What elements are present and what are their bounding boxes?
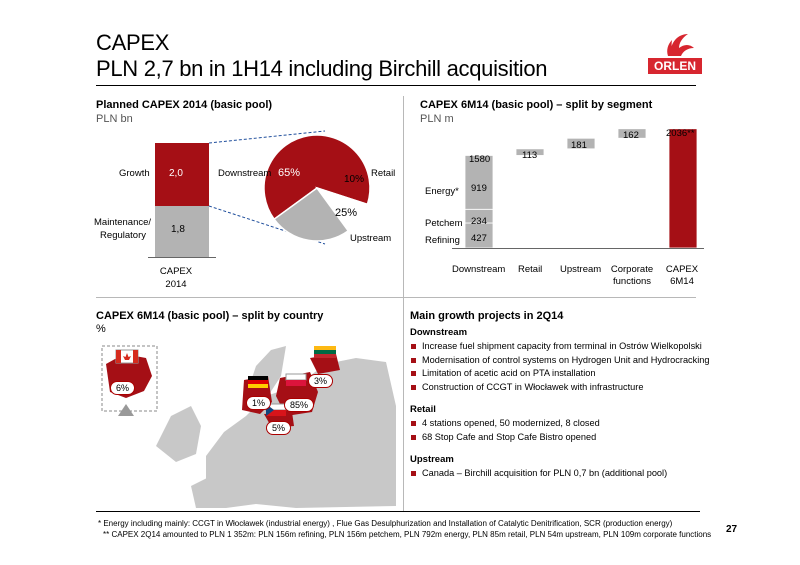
page-title-line-1: CAPEX: [96, 30, 170, 55]
growth-bar: 2,0: [155, 143, 209, 206]
pie-slice-upstream: [273, 186, 350, 242]
cat-capex: CAPEX 6M14: [664, 264, 700, 287]
refining-value: 427: [471, 233, 487, 244]
total-downstream-value: 1580: [469, 154, 491, 165]
projects-title: Main growth projects in 2Q14: [410, 310, 564, 322]
upstream-list: Canada – Birchill acquisition for PLN 0,…: [410, 467, 700, 481]
projects-retail-heading: Retail: [410, 404, 436, 415]
pie-upstream-label: Upstream: [350, 233, 392, 244]
downstream-item: Limitation of acetic acid on PTA install…: [410, 367, 700, 381]
connector-top: [208, 130, 326, 144]
czech-share-badge: 5%: [266, 421, 292, 435]
planned-x-label-line-1: CAPEX: [159, 266, 193, 277]
upstream-value: 181: [571, 140, 587, 151]
cat-retail: Retail: [518, 264, 543, 275]
pie-downstream-value: 65%: [278, 167, 301, 179]
projects-panel: Downstream Increase fuel shipment capaci…: [410, 327, 710, 481]
planned-capex-unit: PLN bn: [96, 113, 133, 125]
energy-label: Energy*: [425, 186, 459, 197]
downstream-item: Construction of CCGT in Włocławek with i…: [410, 381, 700, 395]
horizontal-divider: [96, 297, 696, 298]
footnote-rule: [96, 511, 700, 512]
maintenance-value: 1,8: [171, 224, 185, 235]
wf-bar-corporate: [617, 128, 647, 139]
eagle-icon: [667, 34, 694, 56]
upstream-item: Canada – Birchill acquisition for PLN 0,…: [410, 467, 700, 481]
footnote-2: ** CAPEX 2Q14 amounted to PLN 1 352m: PL…: [103, 530, 712, 539]
pie-retail-value: 10%: [344, 174, 365, 185]
segment-title: CAPEX 6M14 (basic pool) – split by segme…: [420, 99, 653, 111]
logo-wordmark: ORLEN: [648, 58, 702, 74]
planned-x-label-line-2: 2014: [165, 279, 187, 290]
title-rule: [96, 85, 696, 86]
retail-value: 113: [522, 150, 538, 161]
projects-upstream-heading: Upstream: [410, 454, 454, 465]
cat-capex-line-2: 6M14: [670, 276, 694, 287]
cat-corporate-line-2: functions: [612, 276, 652, 287]
lithuania-flag-icon: [314, 346, 336, 358]
lithuania-share-badge: 3%: [308, 374, 334, 388]
planned-x-label: CAPEX 2014: [158, 266, 194, 290]
poland-flag-icon: [285, 373, 307, 386]
cat-corporate: Corporate functions: [607, 264, 657, 287]
page-title-line-2: PLN 2,7 bn in 1H14 including Birchill ac…: [96, 56, 548, 81]
wf-bar-energy: [464, 155, 494, 210]
growth-pie-chart: [208, 130, 371, 245]
maintenance-label-line-1: Maintenance/: [94, 217, 152, 228]
cat-downstream: Downstream: [452, 264, 506, 275]
pie-slice-downstream: [263, 134, 371, 221]
planned-axis-line: [148, 257, 216, 258]
projects-downstream-heading: Downstream: [410, 327, 468, 338]
downstream-item: Modernisation of control systems on Hydr…: [410, 354, 710, 368]
retail-item: 68 Stop Cafe and Stop Cafe Bistro opened: [410, 431, 700, 445]
retail-list: 4 stations opened, 50 modernized, 8 clos…: [410, 417, 700, 444]
maintenance-label: Maintenance/ Regulatory: [94, 217, 152, 241]
pie-slices: [263, 134, 371, 242]
maintenance-label-line-2: Regulatory: [100, 230, 146, 241]
wf-bar-upstream: [566, 137, 596, 150]
cat-corporate-line-1: Corporate: [610, 264, 654, 275]
wf-bar-total: [668, 128, 698, 249]
footnote-1: * Energy including mainly: CCGT in Włocł…: [98, 519, 673, 528]
page-number: 27: [726, 524, 738, 535]
segment-waterfall-chart: [452, 128, 704, 249]
total-capex-value: 2036**: [666, 128, 695, 139]
downstream-list: Increase fuel shipment capacity from ter…: [410, 340, 710, 395]
europe-map: [101, 345, 396, 508]
petchem-value: 234: [471, 216, 487, 227]
planned-capex-title: Planned CAPEX 2014 (basic pool): [96, 99, 273, 111]
germany-flag-icon: [248, 376, 268, 388]
growth-value: 2,0: [169, 168, 183, 179]
cat-upstream: Upstream: [560, 264, 602, 275]
wf-bar-retail: [515, 148, 545, 156]
pie-downstream-label: Downstream: [218, 168, 272, 179]
country-title: CAPEX 6M14 (basic pool) – split by count…: [96, 310, 324, 322]
canada-flag-icon: [115, 349, 139, 364]
petchem-label: Petchem: [425, 218, 463, 229]
orlen-logo: ORLEN: [648, 26, 702, 76]
germany-share-badge: 1%: [246, 396, 272, 410]
pie-upstream-value: 25%: [335, 207, 358, 219]
poland-share-badge: 85%: [284, 398, 315, 412]
growth-label: Growth: [119, 168, 150, 179]
maintenance-bar: 1,8: [155, 206, 209, 257]
canada-share-badge: 6%: [110, 381, 136, 395]
retail-item: 4 stations opened, 50 modernized, 8 clos…: [410, 417, 700, 431]
cat-capex-line-1: CAPEX: [665, 264, 699, 275]
energy-value: 919: [471, 183, 487, 194]
pie-retail-label: Retail: [371, 168, 396, 179]
vertical-divider: [403, 96, 404, 511]
refining-label: Refining: [425, 235, 460, 246]
segment-unit: PLN m: [420, 113, 454, 125]
corporate-value: 162: [623, 130, 639, 141]
downstream-item: Increase fuel shipment capacity from ter…: [410, 340, 702, 354]
country-unit: %: [96, 323, 106, 335]
